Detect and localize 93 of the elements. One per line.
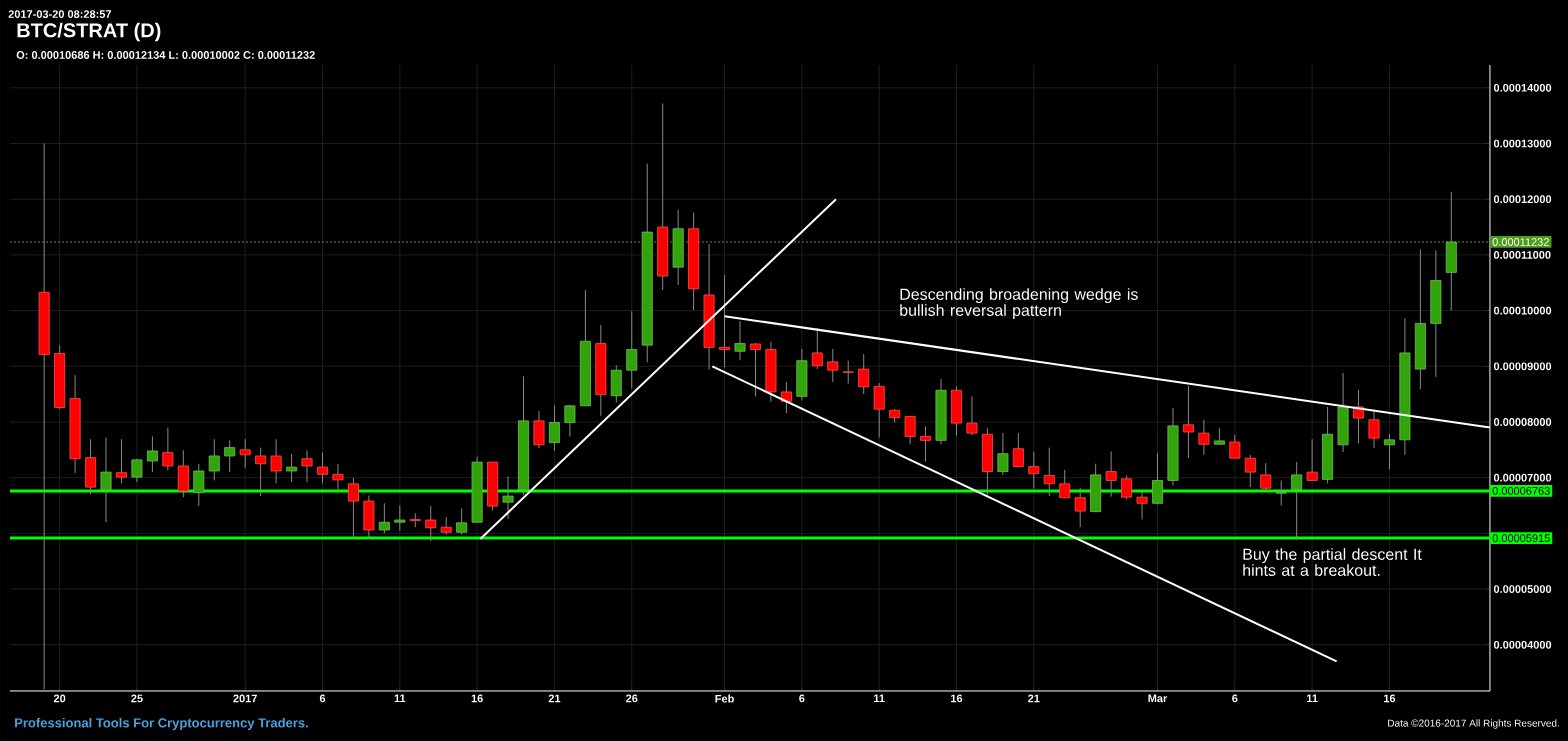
x-tick-label: Feb	[715, 694, 734, 703]
x-tick-label: 16	[951, 694, 963, 703]
x-tick-label: Mar	[1148, 694, 1168, 703]
candlestick	[255, 447, 267, 497]
candlestick	[1152, 452, 1164, 505]
candlestick	[1275, 479, 1287, 507]
candlestick	[425, 505, 437, 542]
candlestick	[1198, 419, 1210, 456]
candlestick	[286, 453, 298, 483]
candlestick	[1012, 432, 1024, 468]
candlestick	[162, 427, 174, 471]
candlestick	[1368, 408, 1380, 449]
candlestick	[224, 439, 236, 473]
candlestick	[1105, 451, 1117, 498]
chart-title: BTC/STRAT (D)	[17, 22, 161, 42]
candlestick	[394, 505, 406, 532]
x-tick-label: 25	[131, 694, 143, 703]
text: 2017-03-20 08:28:57	[8, 10, 112, 18]
candlestick	[1028, 451, 1040, 490]
y-tick-label: 0.00004000	[1493, 640, 1552, 649]
ref-line-label: 0.00005915	[1492, 534, 1550, 542]
candlestick	[332, 463, 344, 490]
candlestick	[1136, 490, 1148, 520]
candlestick	[1074, 487, 1086, 528]
x-tick-label: 20	[53, 694, 66, 703]
candlestick	[1059, 469, 1071, 499]
y-tick-label: 0.00010000	[1493, 306, 1552, 315]
x-tick-label: 26	[626, 694, 638, 703]
x-tick-label: 6	[799, 694, 805, 703]
candlestick	[208, 438, 220, 481]
ref-line-label: 0.00006763	[1492, 486, 1550, 495]
x-tick-label: 2017	[233, 694, 257, 703]
candlestick	[100, 437, 112, 523]
candlestick	[1244, 454, 1256, 488]
candlestick	[1383, 433, 1395, 470]
candlestick	[827, 348, 839, 383]
candlestick	[239, 438, 251, 469]
candlestick	[1229, 434, 1241, 459]
y-tick-label: 0.00009000	[1493, 362, 1552, 371]
candlestick	[1306, 438, 1318, 481]
x-tick-label: 21	[548, 694, 561, 703]
x-tick-label: 11	[874, 694, 885, 703]
candlestick	[564, 404, 576, 437]
candlestick	[533, 410, 545, 449]
text: Data ©2016-2017 All Rights Reserved.	[1388, 719, 1559, 729]
candlestick	[1291, 461, 1303, 540]
candlestick	[548, 404, 560, 452]
candlestick	[734, 320, 746, 361]
text: Professional Tools For Cryptocurrency Traders.	[15, 717, 308, 731]
y-tick-label: 0.00005000	[1493, 585, 1552, 593]
candlestick	[719, 274, 731, 368]
chart-subtitle: O: 0.00010686 H: 0.00012134 L: 0.00010002 C: 0.00011232	[16, 51, 315, 59]
x-tick-label: 21	[1028, 694, 1040, 703]
candlestick	[920, 425, 932, 463]
y-tick-label: 0.00007000	[1493, 473, 1552, 482]
candlestick	[502, 476, 514, 520]
x-tick-label: 11	[394, 694, 406, 703]
x-tick-label: 6	[1232, 694, 1238, 703]
ref-line-label: 0.00011232	[1492, 238, 1549, 246]
annotation: Descending broadening wedge is bullish reversal pattern	[900, 288, 1138, 320]
candlestick	[1182, 385, 1194, 459]
candlestick	[626, 310, 638, 390]
candlestick	[997, 432, 1009, 476]
candlestick	[146, 435, 158, 473]
candlestick	[1121, 474, 1133, 500]
candlestick	[378, 502, 390, 534]
candlestick	[966, 395, 978, 436]
candlestick	[270, 438, 282, 484]
y-tick-label: 0.00011000	[1493, 251, 1551, 259]
candlestick	[873, 382, 885, 439]
candlestick	[347, 477, 359, 539]
candlestick	[38, 143, 50, 690]
x-tick-label: 11	[1307, 694, 1318, 703]
candlestick	[842, 360, 854, 385]
candlestick	[1043, 447, 1055, 497]
candlestick	[301, 449, 313, 483]
candlestick	[1260, 462, 1272, 493]
y-tick-label: 0.00013000	[1493, 139, 1552, 148]
candlestick	[456, 507, 468, 535]
x-tick-label: 16	[471, 694, 483, 703]
x-tick-label: 6	[319, 694, 326, 703]
y-tick-label: 0.00014000	[1493, 83, 1552, 92]
candlestick	[115, 438, 127, 484]
y-tick-label: 0.00012000	[1493, 195, 1552, 204]
x-tick-label: 16	[1384, 694, 1396, 703]
candlestick	[193, 463, 205, 507]
candlestick	[904, 415, 916, 445]
annotation: Buy the partial descent It hints at a breakout.	[1243, 548, 1422, 576]
y-tick-label: 0.00008000	[1493, 418, 1552, 426]
candlestick	[317, 452, 328, 484]
candlestick	[811, 327, 823, 370]
candlestick	[858, 353, 870, 395]
candlestick	[749, 342, 761, 397]
